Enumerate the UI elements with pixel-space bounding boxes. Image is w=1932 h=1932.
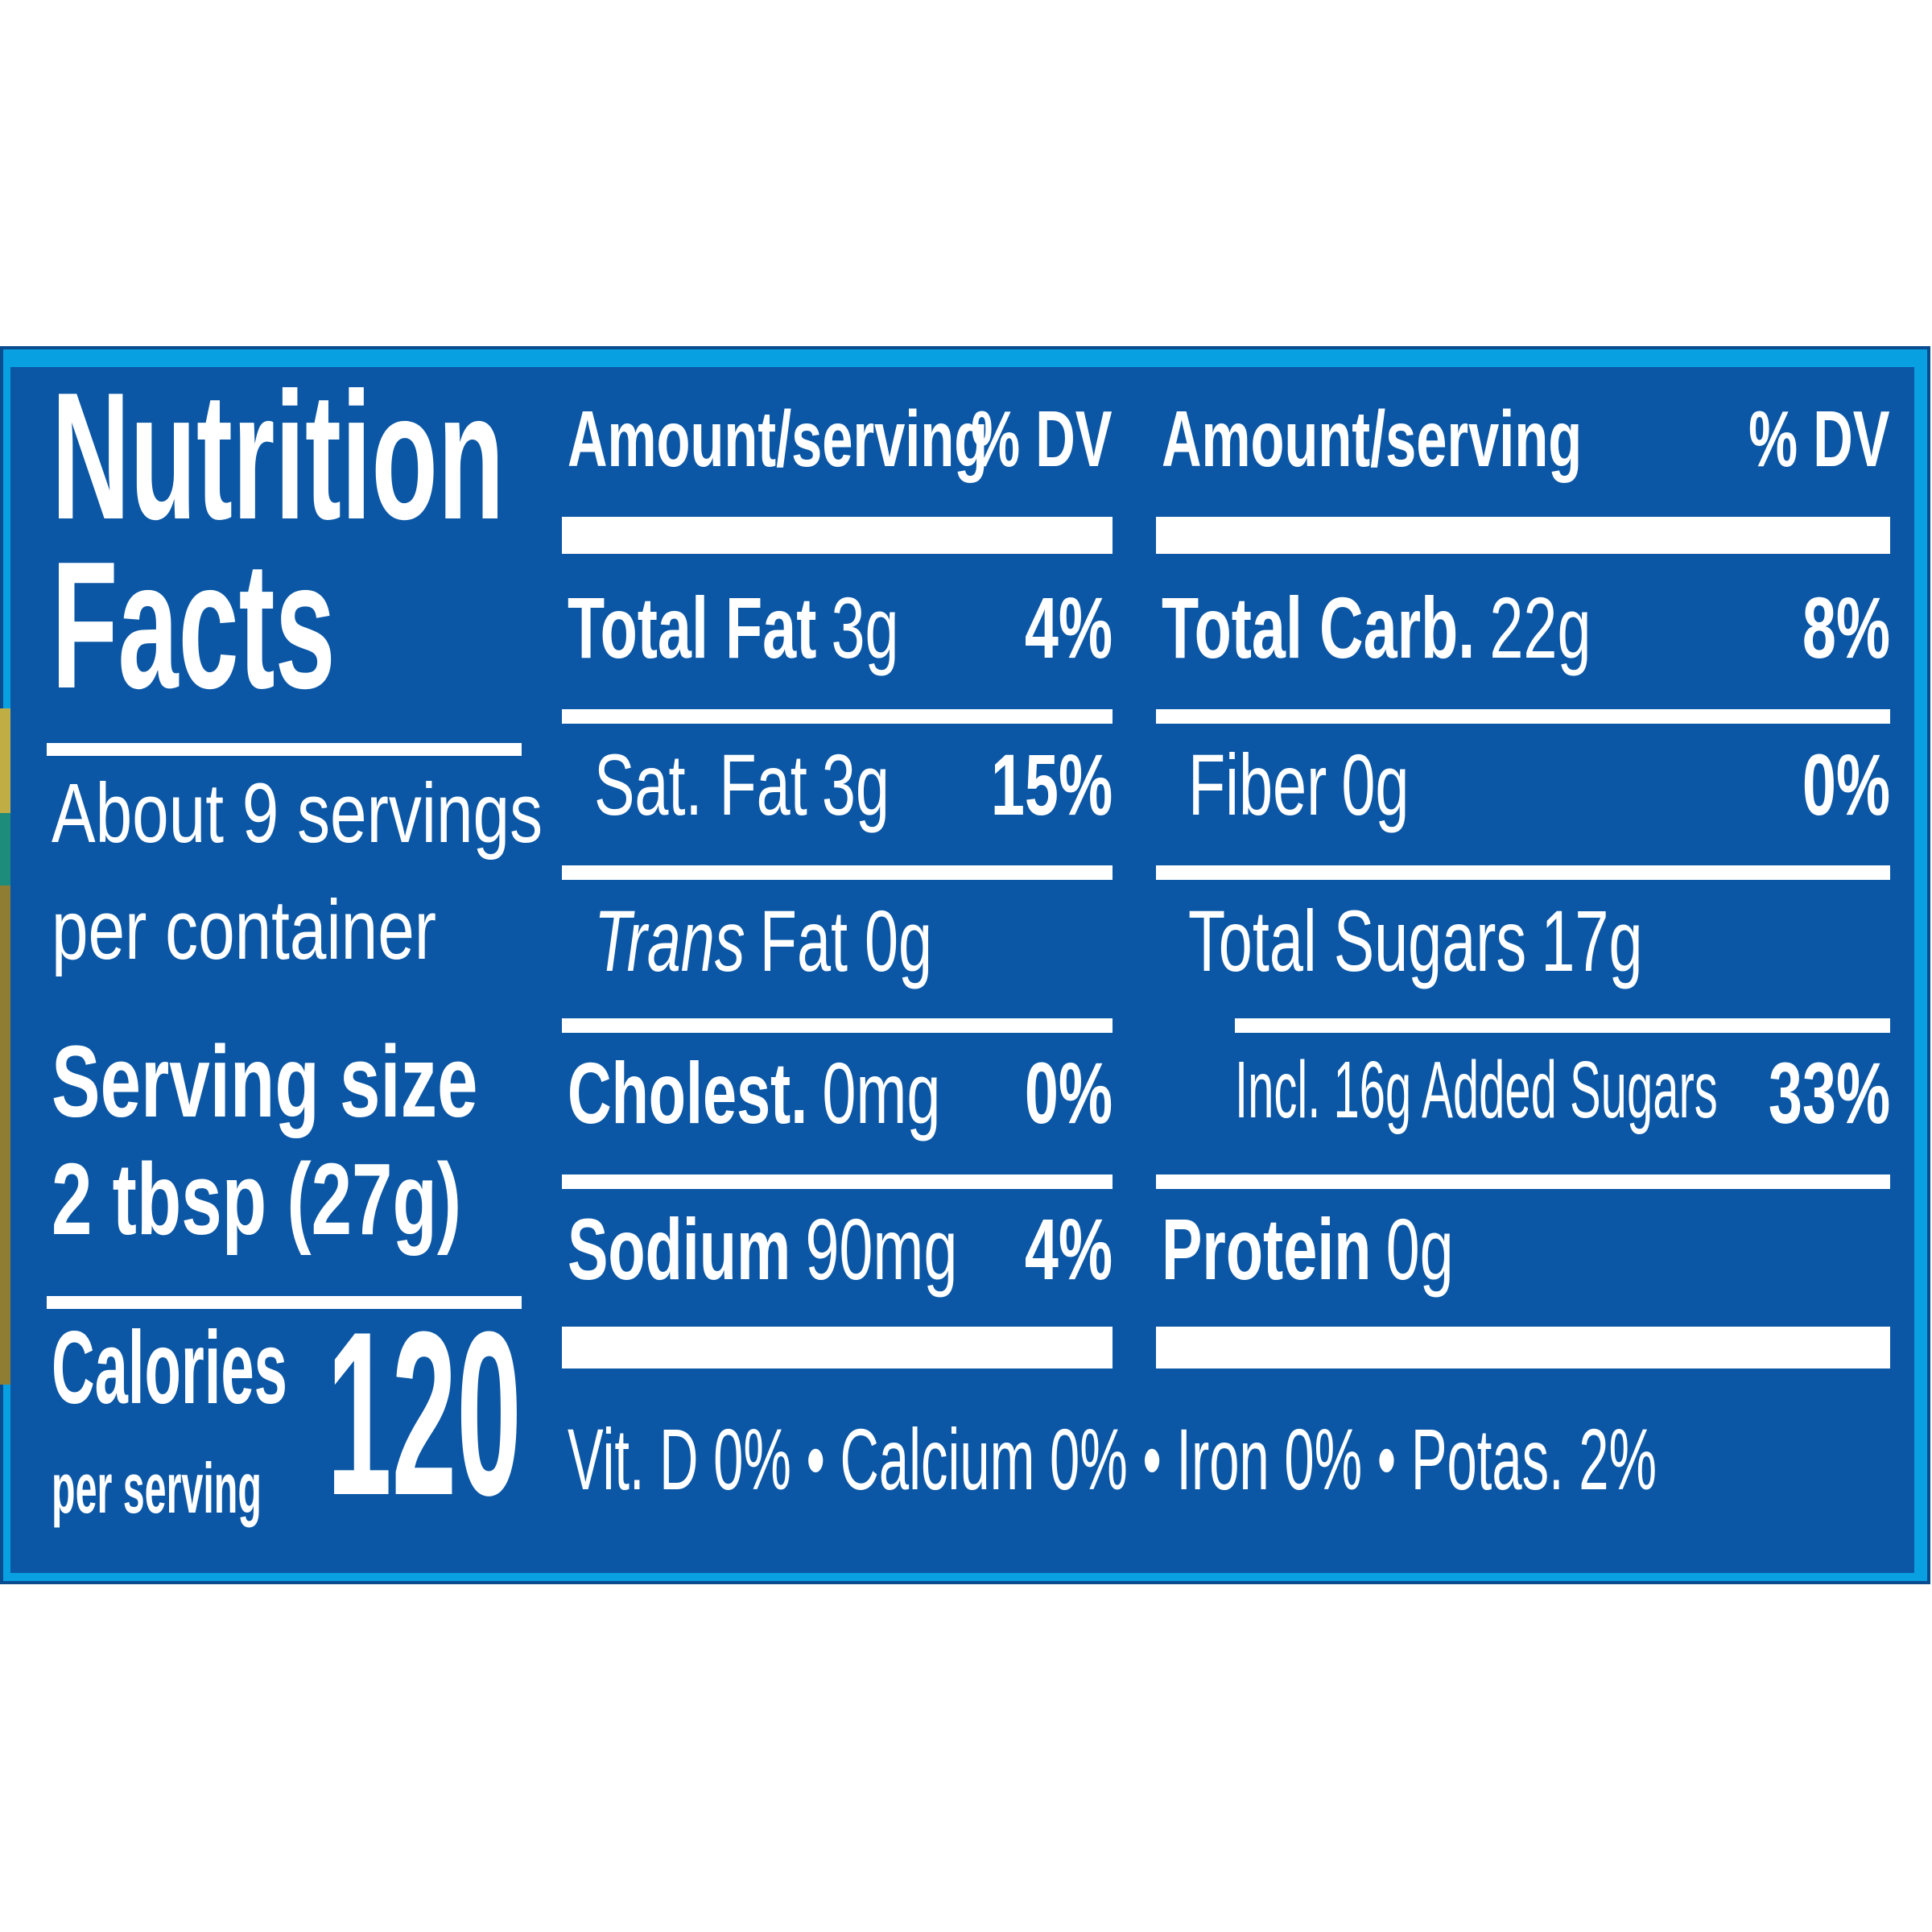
serving-size-line2: 2 tbsp (27g) (52, 1149, 621, 1250)
left-edge-artifact (0, 708, 10, 813)
row-total-sugars: Total Sugars 17g (1156, 898, 1890, 989)
title-line1: Nutrition (52, 365, 806, 547)
row-sat-fat: Sat. Fat 3g 15% (562, 741, 1113, 833)
micronutrients-text: Vit. D 0% • Calcium 0% • Iron 0% • Potas… (568, 1410, 1657, 1508)
calories-subtitle: per serving (52, 1453, 433, 1524)
header-amount-serving: Amount/serving (568, 394, 989, 483)
total-carb-amount: 22g (1489, 579, 1591, 676)
trans-fat-label: Trans (594, 892, 745, 989)
servings-line1: About 9 servings (52, 771, 681, 856)
label-panel (10, 367, 1914, 1573)
row-trans-fat: Trans Fat 0g (562, 898, 1113, 989)
header-percent-dv: % DV (1748, 394, 1890, 483)
row-total-fat: Total Fat 3g 4% (562, 584, 1113, 676)
left-edge-artifact (0, 886, 10, 1385)
total-sugars-amount: 17g (1541, 892, 1643, 989)
calories-value-text: 120 (327, 1283, 522, 1544)
sodium-dv: 4% (1024, 1200, 1113, 1298)
thick-rule (562, 1327, 1113, 1368)
row-protein: Protein 0g (1156, 1206, 1890, 1298)
thick-rule (1156, 517, 1890, 554)
title-line2-text: Facts (52, 523, 336, 726)
row-fiber: Fiber 0g 0% (1156, 741, 1890, 833)
total-carb-dv: 8% (1802, 579, 1890, 676)
trans-fat-amount: Fat 0g (759, 892, 933, 989)
separator-line (47, 743, 522, 756)
total-carb-label: Total Carb. (1162, 579, 1476, 676)
separator-line (562, 1174, 1113, 1189)
total-fat-label: Total Fat (568, 579, 817, 676)
separator-line (1156, 1174, 1890, 1189)
servings-line2-text: per container (52, 883, 437, 977)
row-added-sugars: Incl. 16g Added Sugars 33% (1156, 1050, 1890, 1141)
separator-line (1156, 865, 1890, 880)
protein-label: Protein (1162, 1200, 1372, 1298)
separator-line (562, 1018, 1113, 1033)
separator-line-indented (1235, 1018, 1890, 1033)
separator-line (47, 1296, 522, 1309)
fiber-amount: 0g (1341, 736, 1410, 833)
fiber-label: Fiber (1188, 736, 1327, 833)
title-line2: Facts (52, 535, 525, 716)
nutrition-facts-label: Nutrition Facts About 9 servings per con… (0, 346, 1930, 1584)
sodium-amount: 90mg (805, 1200, 958, 1298)
protein-amount: 0g (1385, 1200, 1454, 1298)
separator-line (562, 709, 1113, 724)
header-amount-serving: Amount/serving (1162, 394, 1583, 483)
title-line1-text: Nutrition (52, 354, 505, 557)
sat-fat-dv: 15% (990, 736, 1113, 833)
total-fat-dv: 4% (1024, 579, 1113, 676)
column-header: Amount/serving % DV (562, 399, 1113, 491)
calories-label: Calories (52, 1317, 458, 1420)
cholesterol-amount: 0mg (822, 1044, 941, 1141)
separator-line (562, 865, 1113, 880)
thick-rule (1156, 1327, 1890, 1368)
separator-line (1156, 709, 1890, 724)
left-column: Nutrition Facts About 9 servings per con… (47, 346, 543, 1584)
total-sugars-label: Total Sugars (1188, 892, 1527, 989)
serving-size-line2-text: 2 tbsp (27g) (52, 1142, 462, 1256)
serving-size-line1-text: Serving size (52, 1025, 478, 1138)
right-column: Amount/serving % DV Total Carb. 22g 8% Fi… (1156, 346, 1890, 1584)
row-total-carb: Total Carb. 22g 8% (1156, 584, 1890, 676)
calories-value: 120 (132, 1297, 522, 1530)
cholesterol-dv: 0% (1024, 1044, 1113, 1141)
serving-size-line1: Serving size (52, 1031, 643, 1133)
calories-label-text: Calories (52, 1311, 287, 1426)
thick-rule (562, 517, 1113, 554)
row-cholesterol: Cholest. 0mg 0% (562, 1050, 1113, 1141)
cholesterol-label: Cholest. (568, 1044, 808, 1141)
header-percent-dv: % DV (971, 394, 1113, 483)
added-sugars-dv: 33% (1768, 1044, 1890, 1141)
added-sugars-label: Incl. 16g Added Sugars (1235, 1045, 1718, 1135)
row-sodium: Sodium 90mg 4% (562, 1206, 1113, 1298)
sat-fat-label: Sat. Fat (594, 736, 807, 833)
micronutrients-line: Vit. D 0% • Calcium 0% • Iron 0% • Potas… (568, 1409, 1932, 1509)
total-fat-amount: 3g (831, 579, 899, 676)
sat-fat-amount: 3g (821, 736, 890, 833)
calories-subtitle-text: per serving (52, 1448, 262, 1528)
column-header: Amount/serving % DV (1156, 399, 1890, 491)
sodium-label: Sodium (568, 1200, 791, 1298)
servings-line1-text: About 9 servings (52, 766, 543, 861)
middle-column: Amount/serving % DV Total Fat 3g 4% Sat. … (562, 346, 1657, 1584)
servings-line2: per container (52, 888, 545, 972)
fiber-dv: 0% (1802, 736, 1890, 833)
left-edge-artifact (0, 813, 10, 886)
